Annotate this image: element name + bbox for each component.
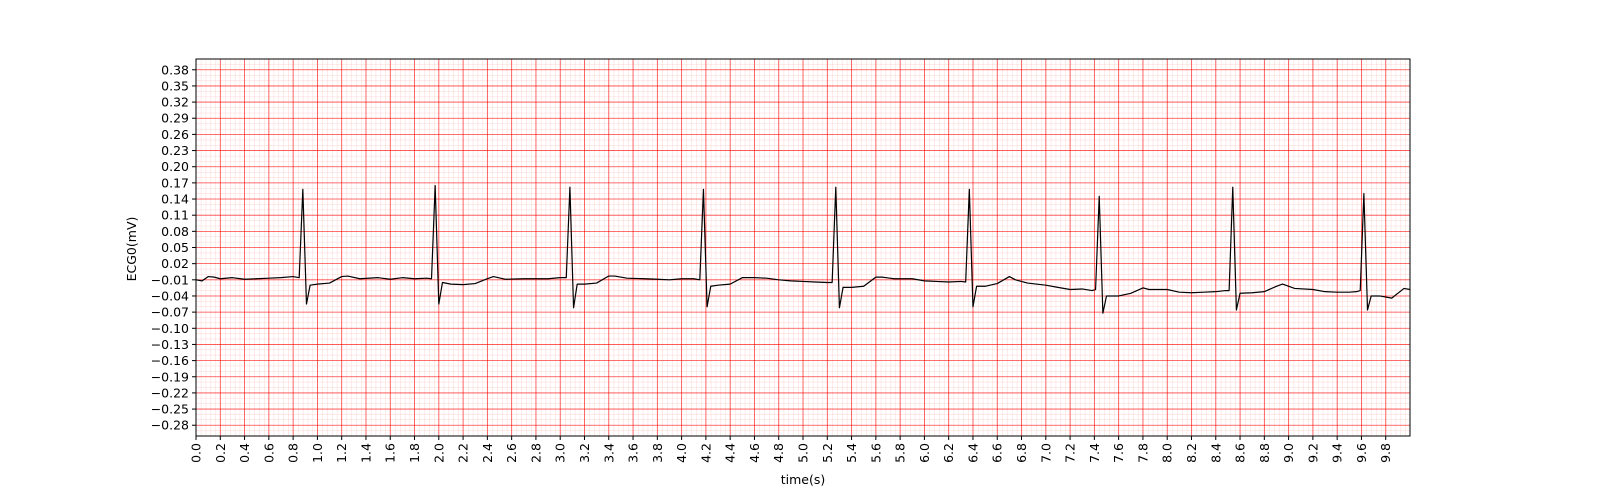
x-tick-label: 4.4 xyxy=(723,443,738,463)
x-tick-label: 6.6 xyxy=(990,443,1005,463)
x-tick-label: 1.2 xyxy=(334,443,349,463)
y-tick-label: 0.14 xyxy=(161,192,189,207)
x-axis-label: time(s) xyxy=(781,472,826,487)
y-axis-label: ECG0(mV) xyxy=(124,217,139,282)
x-tick-label: 9.2 xyxy=(1305,443,1320,463)
x-tick-label: 8.8 xyxy=(1257,443,1272,463)
x-tick-label: 8.6 xyxy=(1233,443,1248,463)
x-tick-label: 6.8 xyxy=(1014,443,1029,463)
y-tick-label: 0.05 xyxy=(161,240,189,255)
x-tick-label: 1.6 xyxy=(383,443,398,463)
x-tick-label: 7.2 xyxy=(1063,443,1078,463)
y-tick-label: −0.04 xyxy=(151,288,189,303)
x-tick-label: 2.6 xyxy=(504,443,519,463)
y-tick-label: −0.22 xyxy=(151,385,189,400)
y-tick-label: −0.13 xyxy=(151,337,189,352)
x-tick-label: 8.4 xyxy=(1208,443,1223,463)
x-tick-label: 3.4 xyxy=(601,443,616,463)
x-tick-label: 3.8 xyxy=(650,443,665,463)
y-tick-label: −0.28 xyxy=(151,418,189,433)
y-tick-label: −0.25 xyxy=(151,402,189,417)
y-tick-label: 0.23 xyxy=(161,143,189,158)
plot-frame xyxy=(195,58,1411,437)
x-tick-label: 3.6 xyxy=(626,443,641,463)
y-tick-label: −0.16 xyxy=(151,353,189,368)
y-tick-label: −0.07 xyxy=(151,305,189,320)
x-tick-label: 0.6 xyxy=(261,443,276,463)
x-tick-label: 4.0 xyxy=(674,443,689,463)
x-tick-label: 7.8 xyxy=(1135,443,1150,463)
x-tick-label: 7.4 xyxy=(1087,443,1102,463)
x-tick-label: 0.2 xyxy=(213,443,228,463)
x-tick-label: 0.4 xyxy=(237,443,252,463)
x-tick-label: 2.0 xyxy=(431,443,446,463)
x-tick-label: 5.8 xyxy=(893,443,908,463)
x-tick-label: 6.4 xyxy=(965,443,980,463)
x-tick-label: 4.8 xyxy=(771,443,786,463)
x-tick-label: 9.4 xyxy=(1330,443,1345,463)
y-tick-label: 0.26 xyxy=(161,127,189,142)
x-tick-label: 2.8 xyxy=(528,443,543,463)
x-tick-label: 3.0 xyxy=(553,443,568,463)
y-tick-label: −0.19 xyxy=(151,369,189,384)
x-tick-label: 6.2 xyxy=(941,443,956,463)
x-tick-label: 8.2 xyxy=(1184,443,1199,463)
y-tick-label: 0.20 xyxy=(161,159,189,174)
ecg-line xyxy=(195,184,1411,314)
y-tick-label: −0.01 xyxy=(151,272,189,287)
x-tick-label: 0.8 xyxy=(286,443,301,463)
y-tick-label: 0.11 xyxy=(161,208,189,223)
x-tick-label: 7.6 xyxy=(1111,443,1126,463)
x-tick-label: 5.0 xyxy=(796,443,811,463)
x-tick-label: 9.8 xyxy=(1378,443,1393,463)
x-tick-label: 5.6 xyxy=(868,443,883,463)
y-tick-label: 0.29 xyxy=(161,111,189,126)
x-tick-label: 2.2 xyxy=(456,443,471,463)
y-tick-label: 0.32 xyxy=(161,95,189,110)
x-tick-label: 8.0 xyxy=(1160,443,1175,463)
y-tick-label: 0.38 xyxy=(161,62,189,77)
x-tick-label: 2.4 xyxy=(480,443,495,463)
x-tick-label: 6.0 xyxy=(917,443,932,463)
x-tick-label: 0.0 xyxy=(189,443,204,463)
y-tick-label: 0.02 xyxy=(161,256,189,271)
y-tick-label: 0.17 xyxy=(161,175,189,190)
x-tick-label: 1.0 xyxy=(310,443,325,463)
x-tick-label: 4.6 xyxy=(747,443,762,463)
y-tick-label: −0.10 xyxy=(151,321,189,336)
y-tick-label: 0.35 xyxy=(161,78,189,93)
x-tick-label: 1.8 xyxy=(407,443,422,463)
x-tick-label: 4.2 xyxy=(698,443,713,463)
x-tick-label: 9.6 xyxy=(1354,443,1369,463)
x-tick-label: 5.4 xyxy=(844,443,859,463)
x-tick-label: 1.4 xyxy=(358,443,373,463)
x-tick-label: 3.2 xyxy=(577,443,592,463)
x-tick-label: 7.0 xyxy=(1038,443,1053,463)
x-tick-label: 9.0 xyxy=(1281,443,1296,463)
y-tick-label: 0.08 xyxy=(161,224,189,239)
x-tick-label: 5.2 xyxy=(820,443,835,463)
